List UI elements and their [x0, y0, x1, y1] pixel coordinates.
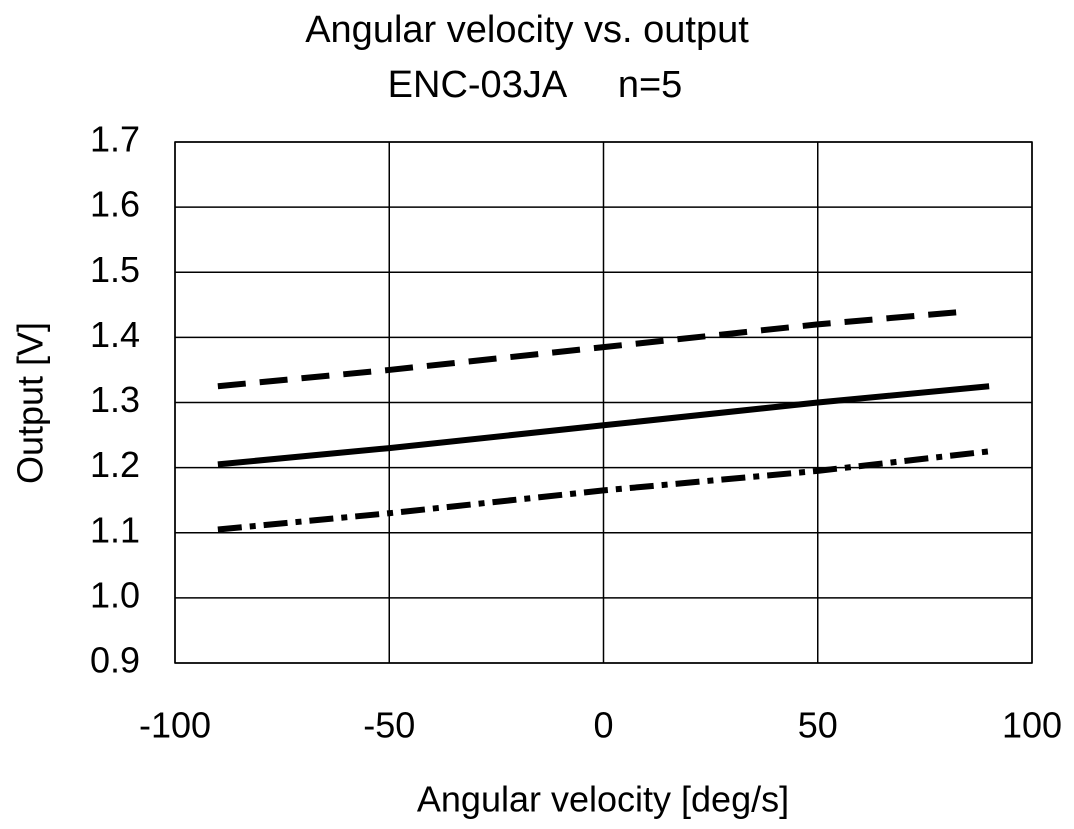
x-tick-label: 0 — [593, 705, 613, 746]
y-tick-label: 0.9 — [90, 640, 140, 681]
y-axis-label: Output [V] — [10, 322, 51, 484]
x-tick-label: -50 — [363, 705, 415, 746]
y-tick-label: 1.0 — [90, 574, 140, 615]
plot-frame — [174, 141, 1033, 664]
y-tick-label: 1.5 — [90, 249, 140, 290]
chart-title: Angular velocity vs. output — [305, 9, 749, 51]
x-tick-label: 50 — [798, 705, 838, 746]
chart-subtitle: ENC-03JA n=5 — [388, 64, 683, 106]
x-tick-label: 100 — [1002, 705, 1062, 746]
y-tick-label: 1.2 — [90, 444, 140, 485]
y-tick-label: 1.4 — [90, 314, 140, 355]
data-line — [217, 383, 990, 468]
data-line — [217, 448, 990, 533]
x-tick-label: -100 — [139, 705, 211, 746]
y-tick-label: 1.7 — [90, 119, 140, 160]
y-tick-label: 1.1 — [90, 509, 140, 550]
data-line — [217, 308, 968, 390]
y-tick-label: 1.6 — [90, 184, 140, 225]
x-axis-label: Angular velocity [deg/s] — [417, 779, 789, 820]
y-tick-label: 1.3 — [90, 379, 140, 420]
